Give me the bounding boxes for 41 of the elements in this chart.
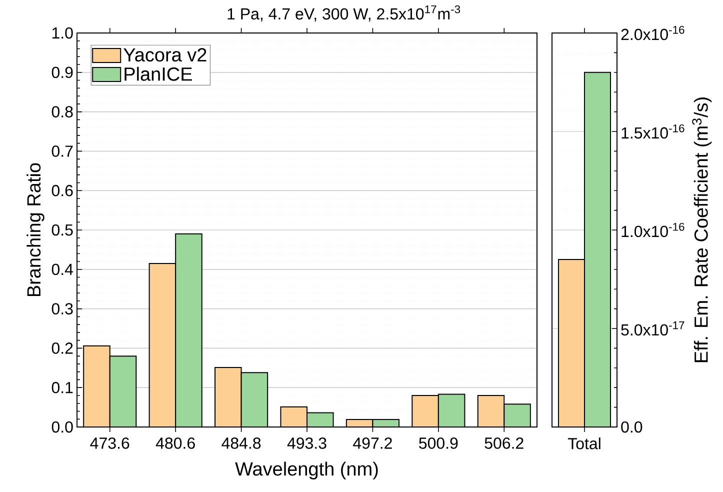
- x-tick-label: 506.2: [484, 438, 524, 449]
- bar: [477, 394, 505, 427]
- y2-tick-label: 1.0x10$^{-16}$: [622, 222, 684, 238]
- bar: [149, 263, 176, 427]
- legend-label: Yacora v2: [124, 48, 206, 62]
- bar: [110, 356, 136, 427]
- y-tick-label: 1.0: [52, 27, 73, 39]
- y-tick-label: 0.4: [52, 264, 73, 276]
- y-tick-label: 0.2: [52, 342, 73, 354]
- bar: [280, 406, 308, 427]
- bar: [84, 346, 110, 427]
- bar: [412, 395, 438, 427]
- x-tick-label: 480.6: [156, 438, 195, 449]
- bar: [438, 394, 465, 427]
- x-tick-label: 497.2: [353, 438, 392, 449]
- y-axis-title: Branching Ratio: [26, 163, 44, 296]
- y-tick-label: 0.8: [52, 106, 73, 118]
- bar: [504, 404, 531, 427]
- y2-tick-label: 0.0: [621, 421, 642, 433]
- y-tick-label: 0.9: [52, 66, 73, 78]
- y-tick-label: 0.7: [52, 146, 73, 157]
- y-tick-label: 0.6: [52, 184, 73, 196]
- y2-tick-label: 1.5x10$^{-16}$: [622, 124, 684, 139]
- x-tick-label: 473.6: [90, 438, 130, 449]
- y2-tick-label: 5.0x10$^{-17}$: [621, 321, 684, 336]
- x-tick-label: 493.3: [287, 438, 326, 449]
- x-tick-label: Total: [568, 438, 600, 450]
- bar: [241, 372, 268, 427]
- y2-axis-title: Eff. Em. Rate Coefficient (m$^{3}$/s): [692, 98, 712, 362]
- y2-tick-label: 2.0x10$^{-16}$: [621, 26, 684, 40]
- legend-label: PlanICE: [124, 66, 192, 81]
- bar: [176, 234, 202, 427]
- y-tick-label: 0.0: [52, 421, 73, 433]
- x-tick-label: 484.8: [222, 438, 261, 449]
- x-axis-title: Wavelength (nm): [235, 462, 378, 480]
- chart-title: 1 Pa, 4.7 eV, 300 W, 2.5x10$^{17}$m$^{-3}$: [228, 5, 460, 22]
- y-tick-label: 0.5: [52, 224, 73, 236]
- bar: [215, 367, 242, 427]
- x-tick-label: 500.9: [419, 438, 458, 449]
- y-tick-label: 0.1: [52, 382, 73, 394]
- y-tick-label: 0.3: [52, 303, 73, 314]
